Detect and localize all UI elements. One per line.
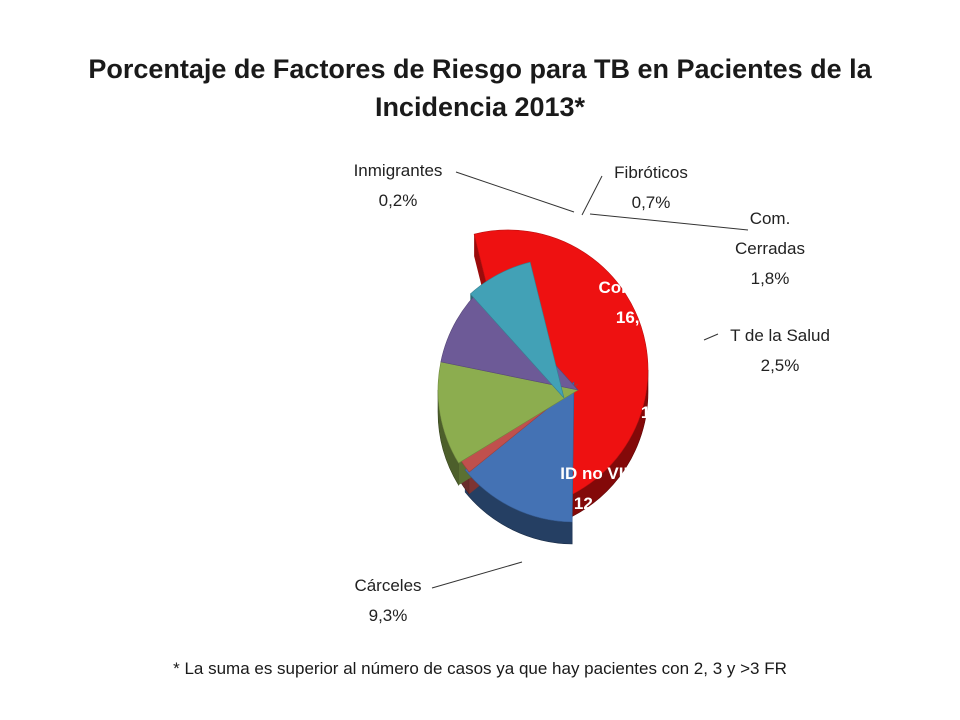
slice-carceles bbox=[469, 261, 565, 399]
slice-value-carceles: 9,3% bbox=[369, 606, 408, 625]
leader-line-inmigrantes bbox=[455, 171, 575, 213]
slice-label-carceles: Cárceles bbox=[354, 576, 421, 595]
slice-tops bbox=[437, 229, 649, 523]
slice-value-inmigrantes: 0,2% bbox=[379, 191, 418, 210]
leader-line-carceles bbox=[431, 561, 523, 589]
slice-label-contactos: Contactos bbox=[598, 278, 681, 297]
slice-value-vih: 14,3% bbox=[641, 403, 689, 422]
slice-vih bbox=[437, 361, 579, 464]
slice-contactos bbox=[464, 381, 575, 523]
slice-labels: Déficit SEC 62% Inmigrantes 0,2% Fibróticos 0… bbox=[312, 161, 830, 625]
slice-label-id-no-vih: ID no VIH bbox=[560, 464, 636, 483]
slice-label-fibroticos: Fibróticos bbox=[614, 163, 688, 182]
leader-line-fibroticos bbox=[581, 175, 603, 216]
slice-value-id-no-vih: 12,1% bbox=[574, 494, 622, 513]
slice-value-deficit-sec: 62% bbox=[341, 337, 375, 356]
slice-value-contactos: 16,7% bbox=[616, 308, 664, 327]
slice-label-t-de-la-salud: T de la Salud bbox=[730, 326, 830, 345]
footnote: * La suma es superior al número de casos… bbox=[173, 659, 787, 678]
leader-lines bbox=[431, 171, 749, 589]
slice-value-t-de-la-salud: 2,5% bbox=[761, 356, 800, 375]
slice-label-com-cerradas: Com. bbox=[750, 209, 791, 228]
slice-label-com-cerradas-line2: Cerradas bbox=[735, 239, 805, 258]
slice-label-deficit-sec: Déficit SEC bbox=[312, 307, 404, 326]
slice-value-com-cerradas: 1,8% bbox=[751, 269, 790, 288]
slice-value-fibroticos: 0,7% bbox=[632, 193, 671, 212]
chart-title: Porcentaje de Factores de Riesgo para TB… bbox=[88, 54, 872, 122]
leader-line-com-cerradas bbox=[589, 213, 749, 231]
slice-label-vih: VIH bbox=[651, 373, 679, 392]
slice-label-inmigrantes: Inmigrantes bbox=[354, 161, 443, 180]
leader-line-t-de-la-salud bbox=[703, 333, 719, 341]
